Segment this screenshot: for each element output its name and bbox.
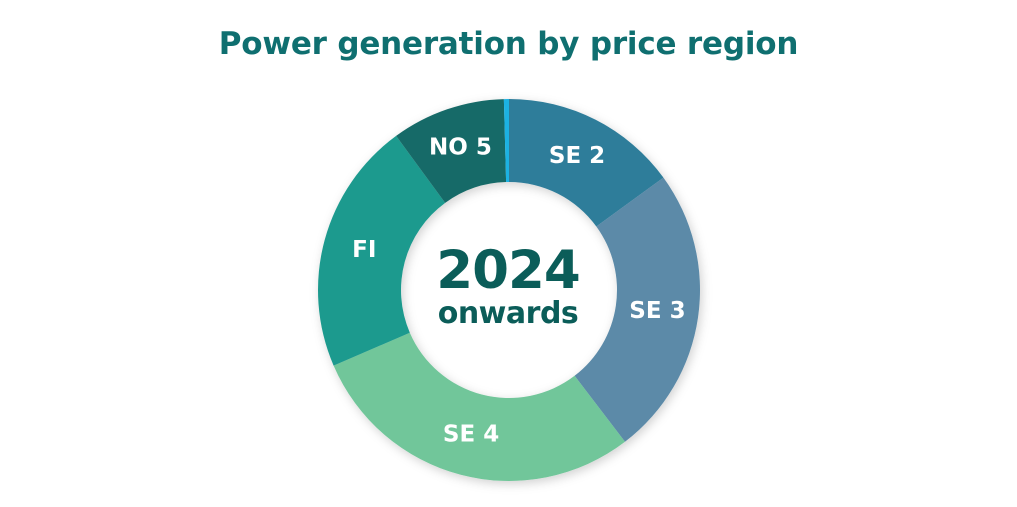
slice-se-3 <box>574 177 701 442</box>
slice-se-4 <box>333 332 625 482</box>
slice-se-2 <box>509 99 664 227</box>
slice-labels: SE 2 SE 3 SE 4 FI NO 5 <box>352 135 685 448</box>
slice-label-no-5: NO 5 <box>429 135 492 161</box>
slice-unlabeled <box>503 99 509 183</box>
chart-title: Power generation by price region <box>218 26 799 62</box>
center-year: 2024 <box>436 240 581 301</box>
slice-no-5 <box>396 99 507 203</box>
slice-label-se-4: SE 4 <box>443 422 499 448</box>
slice-label-se-2: SE 2 <box>549 143 605 169</box>
slice-label-fi: FI <box>352 237 376 263</box>
donut-slices <box>318 99 701 482</box>
slice-label-se-3: SE 3 <box>629 298 685 324</box>
center-subtitle: onwards <box>437 296 579 331</box>
slice-fi <box>318 135 446 366</box>
center-label: 2024 onwards <box>408 244 608 329</box>
